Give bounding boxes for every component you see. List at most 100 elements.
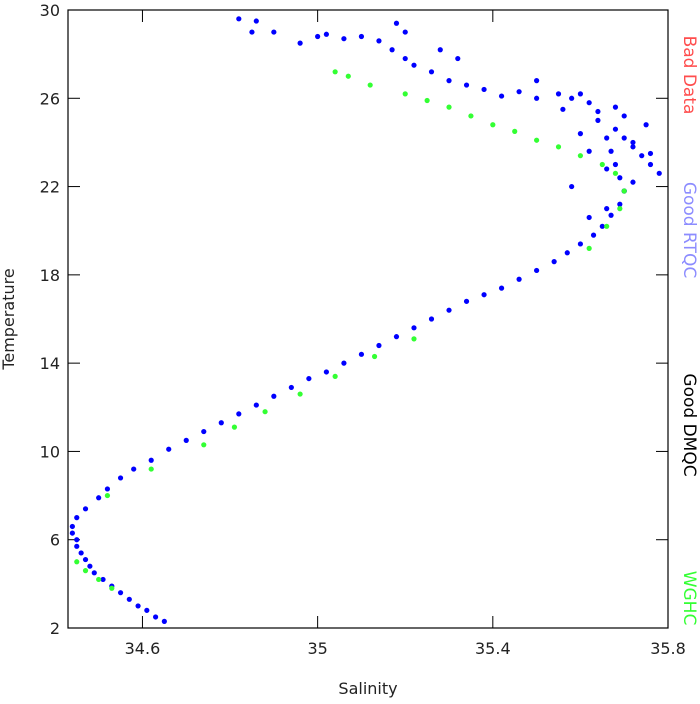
- point: [271, 29, 277, 35]
- point: [446, 104, 452, 110]
- point: [586, 100, 592, 106]
- x-tick-label: 34.6: [125, 639, 161, 658]
- point: [117, 475, 124, 481]
- point: [91, 570, 97, 576]
- y-tick-label: 26: [40, 89, 60, 108]
- point: [393, 334, 400, 340]
- point: [481, 86, 487, 93]
- point: [577, 131, 584, 137]
- point: [617, 206, 623, 212]
- point: [82, 568, 89, 574]
- point: [104, 486, 111, 492]
- point: [656, 170, 662, 176]
- y-tick-label: 14: [40, 354, 60, 373]
- x-tick-label: 35.4: [475, 639, 511, 658]
- point: [621, 135, 627, 141]
- point: [109, 585, 115, 591]
- point: [104, 492, 111, 499]
- point: [131, 466, 137, 472]
- point: [341, 36, 347, 42]
- point: [96, 576, 102, 583]
- point: [621, 188, 627, 194]
- point: [78, 550, 84, 556]
- point: [463, 298, 470, 304]
- point: [599, 161, 605, 168]
- point: [595, 108, 601, 115]
- point: [490, 122, 496, 128]
- point: [253, 402, 259, 408]
- point: [586, 245, 592, 251]
- point: [617, 175, 623, 181]
- y-tick-label: 10: [40, 442, 60, 461]
- point: [74, 537, 80, 543]
- point: [599, 223, 605, 229]
- point: [236, 411, 242, 417]
- point: [148, 457, 154, 463]
- point: [639, 153, 645, 159]
- y-tick-label: 6: [50, 531, 60, 550]
- point: [371, 353, 378, 360]
- point: [534, 267, 540, 274]
- point: [612, 170, 619, 176]
- point: [358, 351, 365, 357]
- legend-label: WGHC: [679, 571, 699, 626]
- point: [288, 384, 294, 391]
- point: [424, 97, 430, 104]
- point: [647, 150, 654, 157]
- point: [161, 618, 167, 624]
- point: [69, 530, 75, 536]
- point: [617, 201, 623, 207]
- point: [612, 104, 619, 110]
- point: [555, 91, 562, 97]
- point: [604, 223, 610, 229]
- point: [630, 179, 636, 185]
- point: [306, 375, 312, 382]
- point: [534, 78, 540, 84]
- point: [96, 495, 102, 501]
- point: [586, 214, 592, 221]
- point: [411, 325, 417, 331]
- x-tick-label: 35: [307, 639, 327, 658]
- point: [148, 466, 154, 472]
- point: [152, 614, 159, 620]
- point: [577, 91, 584, 97]
- point: [332, 69, 338, 75]
- point: [74, 515, 80, 521]
- point: [389, 47, 395, 53]
- point: [446, 307, 452, 313]
- point: [411, 62, 417, 68]
- point: [590, 232, 597, 238]
- point: [564, 250, 570, 256]
- point: [367, 82, 373, 88]
- point: [516, 89, 522, 95]
- point: [74, 559, 80, 565]
- point: [534, 137, 540, 143]
- point: [630, 144, 636, 150]
- point: [604, 166, 610, 172]
- point: [569, 95, 575, 101]
- point: [144, 607, 150, 613]
- x-tick-label: 35.8: [650, 639, 686, 658]
- point: [315, 33, 321, 40]
- point: [323, 31, 329, 37]
- point: [555, 144, 562, 150]
- y-tick-label: 30: [40, 1, 60, 20]
- point: [402, 91, 408, 97]
- point: [402, 29, 408, 35]
- point: [341, 360, 347, 366]
- point: [323, 369, 329, 375]
- point: [577, 241, 584, 247]
- point: [358, 33, 365, 40]
- point: [87, 563, 93, 569]
- point: [297, 40, 303, 46]
- point: [498, 285, 505, 291]
- point: [231, 424, 238, 430]
- point: [608, 212, 614, 218]
- x-axis-label: Salinity: [338, 679, 397, 698]
- point: [393, 20, 400, 26]
- legend-label: Good DMQC: [679, 373, 699, 476]
- point: [428, 316, 435, 322]
- legend-label: Bad Data: [679, 36, 699, 115]
- point: [612, 126, 619, 132]
